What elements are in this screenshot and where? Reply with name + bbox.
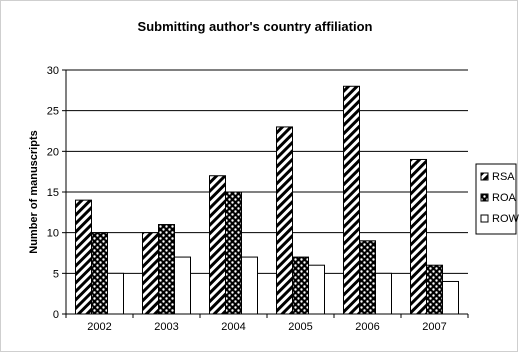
- x-tick-label: 2002: [87, 321, 111, 333]
- legend-swatch-row: [480, 214, 489, 223]
- bar-row-2007: [442, 280, 459, 315]
- bar-roa-2007: [426, 264, 443, 315]
- y-tick-label: 30: [47, 65, 59, 77]
- x-tick-label: 2005: [288, 321, 312, 333]
- bar-rsa-2004: [209, 175, 226, 315]
- y-tick-label: 25: [47, 106, 59, 118]
- y-tick-label: 5: [53, 268, 59, 280]
- y-tick-label: 0: [53, 309, 59, 321]
- bar-roa-2004: [225, 191, 242, 315]
- x-tick-label: 2004: [221, 321, 245, 333]
- legend-label-roa: ROA: [492, 192, 517, 204]
- bar-row-2002: [107, 272, 124, 315]
- y-axis-label: Number of manuscripts: [28, 130, 40, 253]
- bar-row-2003: [174, 256, 191, 315]
- legend: RSA ROA ROW: [475, 163, 520, 235]
- bar-row-2005: [308, 264, 325, 315]
- bar-roa-2005: [292, 256, 309, 315]
- y-tick-label: 15: [47, 187, 59, 199]
- bar-row-2004: [241, 256, 258, 315]
- tick-labels: 0 5 10 15 20 25 30 2002 2003 2004 2005 2006 2007: [47, 65, 447, 333]
- bar-roa-2003: [158, 224, 175, 315]
- bar-rsa-2003: [142, 232, 159, 315]
- x-tick-label: 2006: [355, 321, 379, 333]
- grid-lines: [66, 69, 468, 274]
- legend-label-rsa: RSA: [492, 171, 515, 183]
- x-tick-label: 2007: [422, 321, 446, 333]
- chart-title: Submitting author's country affiliation: [138, 19, 373, 34]
- bar-rsa-2005: [276, 126, 293, 315]
- legend-swatch-roa: [480, 193, 489, 202]
- bar-roa-2006: [359, 240, 376, 315]
- y-tick-label: 20: [47, 146, 59, 158]
- bar-rsa-2006: [343, 85, 360, 315]
- y-tick-label: 10: [47, 228, 59, 240]
- bar-row-2006: [375, 272, 392, 315]
- bar-rsa-2007: [410, 158, 427, 315]
- legend-swatch-rsa: [480, 172, 489, 181]
- axes: [62, 69, 469, 318]
- bars: [75, 85, 459, 315]
- bar-rsa-2002: [75, 199, 92, 315]
- x-tick-label: 2003: [154, 321, 178, 333]
- bar-roa-2002: [91, 232, 108, 315]
- legend-label-row: ROW: [492, 213, 520, 225]
